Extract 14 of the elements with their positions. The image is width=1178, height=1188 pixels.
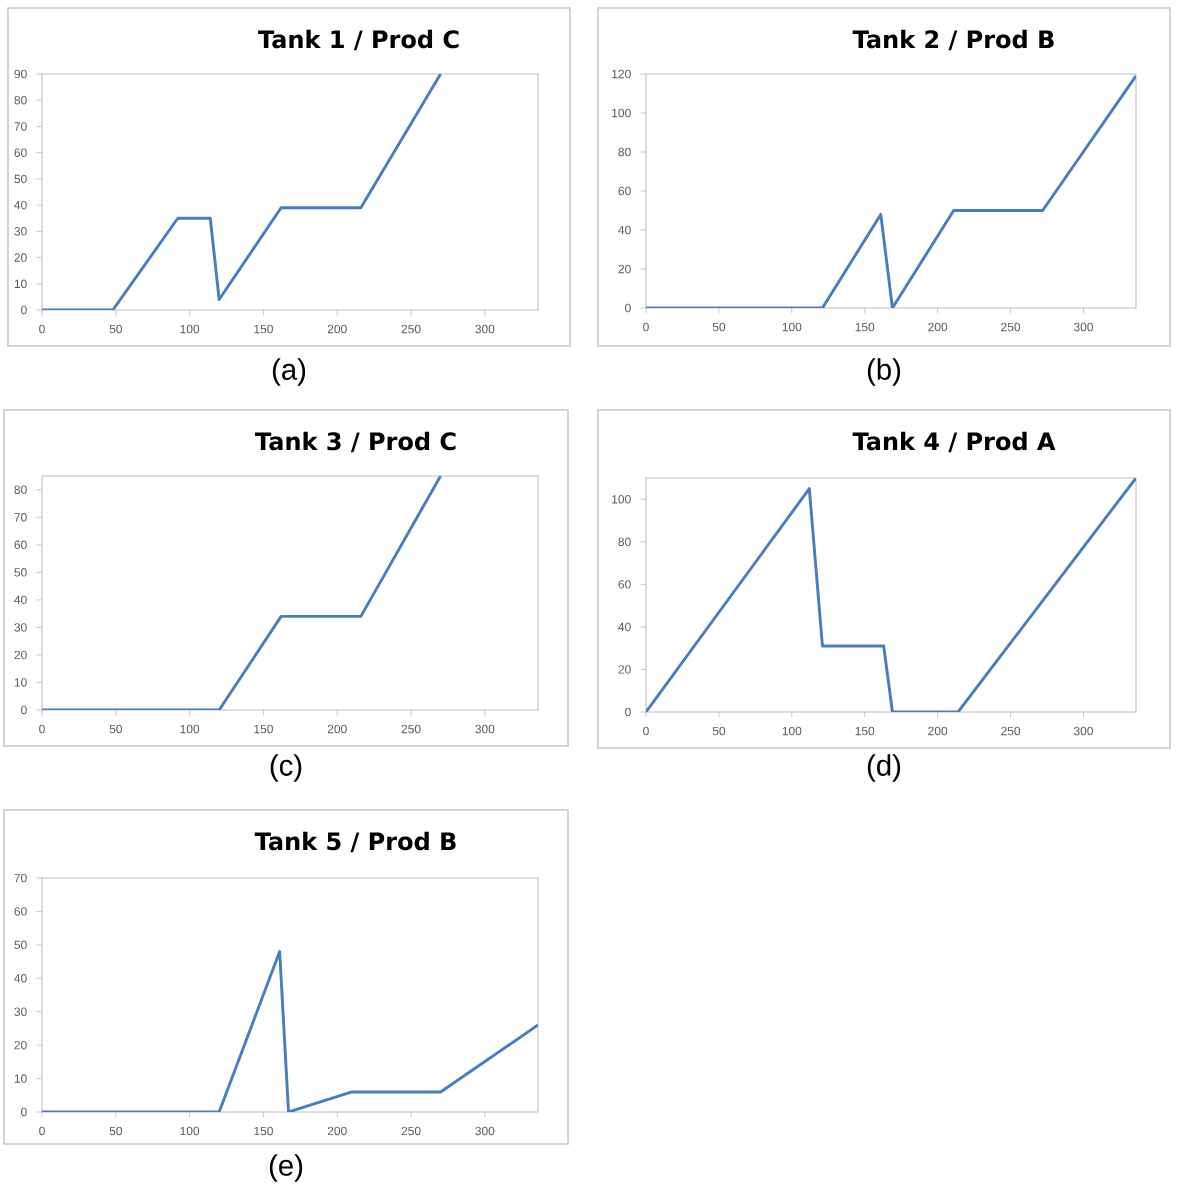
line-series [42,74,443,310]
chart-title: Tank 4 / Prod A [852,431,1056,453]
chart-title: Tank 3 / Prod C [255,431,456,453]
text: (a) [272,358,306,386]
text: (c) [270,754,302,782]
line-series [645,478,1136,712]
text: (e) [269,1154,303,1182]
line-series [645,74,1136,309]
chart-title: Tank 1 / Prod C [258,29,459,51]
chart-title: Tank 2 / Prod B [852,29,1054,51]
text: (d) [867,754,901,782]
line-series [42,950,538,1112]
text: (b) [867,358,901,386]
chart-title: Tank 5 / Prod B [254,831,456,853]
